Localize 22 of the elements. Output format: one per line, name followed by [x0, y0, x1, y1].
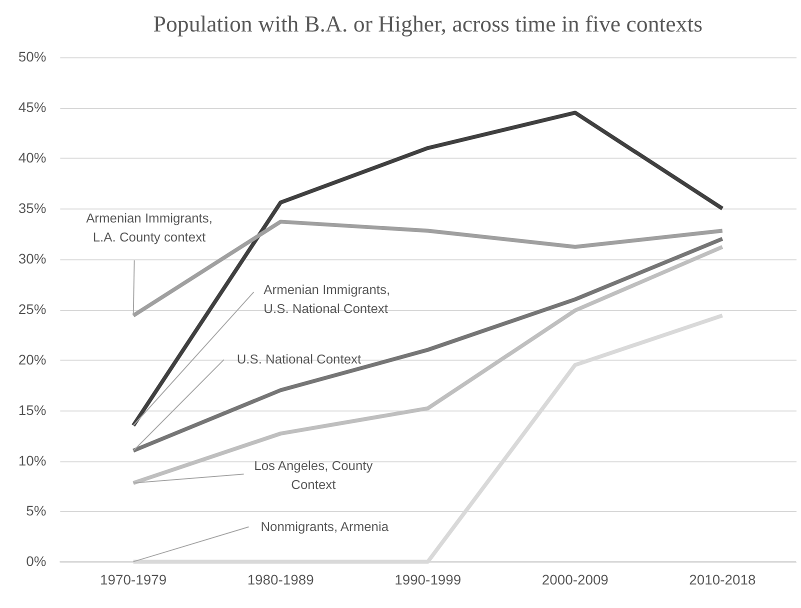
series-label: Los Angeles, County Context [254, 458, 374, 492]
chart-title: Population with B.A. or Higher, across time in five contexts [153, 11, 703, 36]
x-tick-label: 1980-1989 [247, 572, 314, 588]
series-label: U.S. National Context [236, 352, 362, 367]
y-tick-label: 0% [26, 553, 46, 570]
y-tick-label: 50% [18, 48, 46, 65]
y-tick-label: 25% [18, 300, 46, 317]
x-tick-label: 2000-2009 [542, 572, 609, 588]
y-tick-label: 30% [18, 250, 46, 266]
y-tick-label: 35% [18, 200, 46, 216]
y-tick-label: 45% [18, 99, 46, 116]
y-tick-label: 5% [26, 502, 46, 519]
x-tick-label: 2010-2018 [689, 572, 756, 588]
y-tick-label: 20% [18, 351, 46, 368]
x-tick-label: 1990-1999 [394, 572, 462, 588]
x-tick-label: 1970-1979 [100, 572, 167, 588]
text: Armenian Immigrants, U.S. National Context [264, 282, 390, 316]
text: Nonmigrants, Armenia [260, 518, 390, 534]
series-label: Armenian Immigrants, L.A. County context [86, 210, 212, 244]
y-tick-label: 15% [18, 402, 46, 418]
y-tick-label: 40% [18, 150, 46, 166]
y-tick-label: 10% [18, 452, 46, 468]
